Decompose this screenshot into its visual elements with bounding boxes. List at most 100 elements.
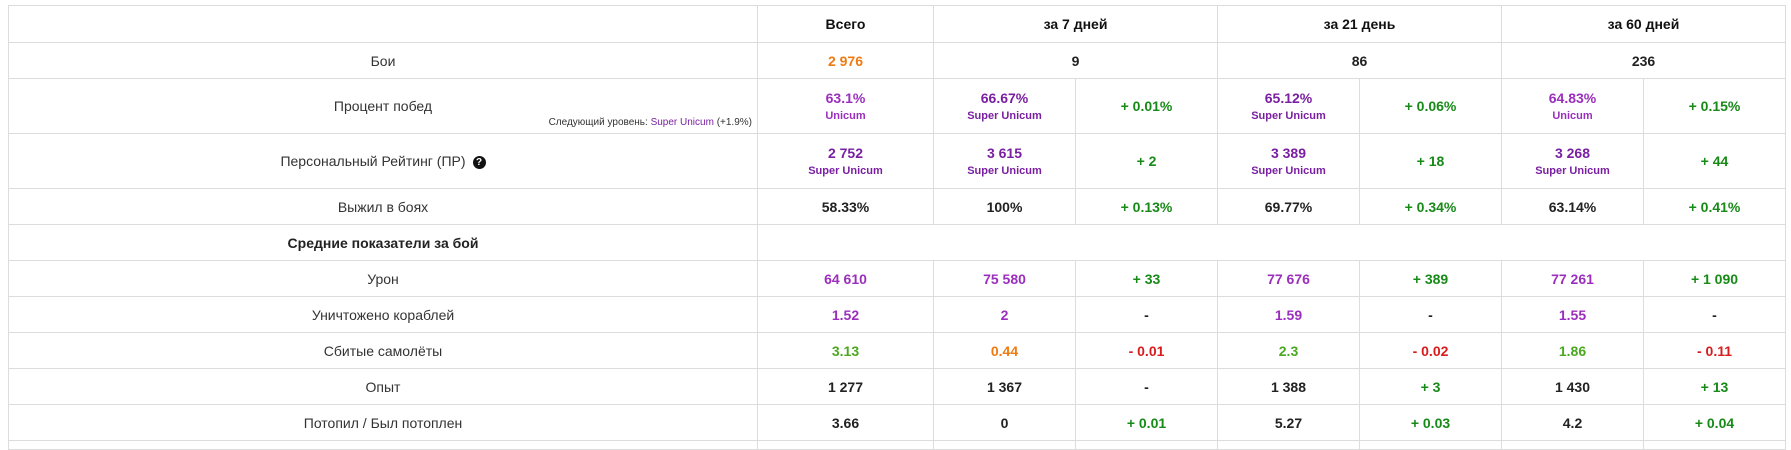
partial-cell bbox=[933, 440, 1076, 450]
pr-60d-delta: + 44 bbox=[1643, 133, 1786, 189]
damage-60d: 77 261 bbox=[1501, 260, 1644, 297]
winrate-21d-rank: Super Unicum bbox=[1251, 110, 1326, 122]
next-level-name[interactable]: Super Unicum bbox=[650, 117, 714, 128]
kills-7d-delta: - bbox=[1075, 296, 1218, 333]
xp-7d-delta: - bbox=[1075, 368, 1218, 405]
winrate-21d: 65.12% Super Unicum bbox=[1217, 78, 1360, 134]
kd-total: 3.66 bbox=[757, 404, 934, 441]
section-empty bbox=[757, 224, 1786, 261]
planes-21d-delta: - 0.02 bbox=[1359, 332, 1502, 369]
winrate-60d-rank: Unicum bbox=[1552, 110, 1593, 122]
partial-cell bbox=[1359, 440, 1502, 450]
pr-21d-rank: Super Unicum bbox=[1251, 165, 1326, 177]
damage-21d: 77 676 bbox=[1217, 260, 1360, 297]
winrate-total-value: 63.1% bbox=[825, 90, 866, 106]
pr-7d-value: 3 615 bbox=[986, 145, 1023, 161]
winrate-60d: 64.83% Unicum bbox=[1501, 78, 1644, 134]
planes-7d: 0.44 bbox=[933, 332, 1076, 369]
partial-cell bbox=[8, 440, 758, 450]
partial-cell bbox=[1217, 440, 1360, 450]
damage-total: 64 610 bbox=[757, 260, 934, 297]
partial-cell bbox=[757, 440, 934, 450]
kd-60d-delta: + 0.04 bbox=[1643, 404, 1786, 441]
pr-7d-rank: Super Unicum bbox=[967, 165, 1042, 177]
planes-7d-delta: - 0.01 bbox=[1075, 332, 1218, 369]
xp-21d: 1 388 bbox=[1217, 368, 1360, 405]
row-kills: Уничтожено кораблей 1.52 2 - 1.59 - 1.55… bbox=[8, 296, 1786, 333]
damage-label: Урон bbox=[8, 260, 758, 297]
kd-7d-delta: + 0.01 bbox=[1075, 404, 1218, 441]
xp-total: 1 277 bbox=[757, 368, 934, 405]
planes-21d: 2.3 bbox=[1217, 332, 1360, 369]
section-heading: Средние показатели за бой bbox=[8, 224, 758, 261]
survived-60d-delta: + 0.41% bbox=[1643, 188, 1786, 225]
winrate-total-rank: Unicum bbox=[825, 110, 866, 122]
kd-21d-delta: + 0.03 bbox=[1359, 404, 1502, 441]
pr-60d-value: 3 268 bbox=[1554, 145, 1591, 161]
next-level-hint: Следующий уровень: Super Unicum (+1.9%) bbox=[549, 117, 752, 128]
kd-7d: 0 bbox=[933, 404, 1076, 441]
survived-7d-delta: + 0.13% bbox=[1075, 188, 1218, 225]
row-pr: Персональный Рейтинг (ПР)? 2 752 Super U… bbox=[8, 133, 1786, 189]
row-kd: Потопил / Был потоплен 3.66 0 + 0.01 5.2… bbox=[8, 404, 1786, 441]
damage-21d-delta: + 389 bbox=[1359, 260, 1502, 297]
survived-60d: 63.14% bbox=[1501, 188, 1644, 225]
winrate-60d-delta: + 0.15% bbox=[1643, 78, 1786, 134]
winrate-21d-delta: + 0.06% bbox=[1359, 78, 1502, 134]
header-total: Всего bbox=[757, 5, 934, 43]
partial-cell bbox=[1075, 440, 1218, 450]
planes-label: Сбитые самолёты bbox=[8, 332, 758, 369]
header-row: Всего за 7 дней за 21 день за 60 дней bbox=[8, 5, 1786, 43]
pr-21d-value: 3 389 bbox=[1270, 145, 1307, 161]
planes-60d-delta: - 0.11 bbox=[1643, 332, 1786, 369]
kills-7d: 2 bbox=[933, 296, 1076, 333]
row-xp: Опыт 1 277 1 367 - 1 388 + 3 1 430 + 13 bbox=[8, 368, 1786, 405]
pr-21d-delta: + 18 bbox=[1359, 133, 1502, 189]
header-empty bbox=[8, 5, 758, 43]
pr-total: 2 752 Super Unicum bbox=[757, 133, 934, 189]
pr-label: Персональный Рейтинг (ПР) bbox=[280, 153, 466, 169]
battles-21d: 86 bbox=[1217, 42, 1502, 79]
partial-cell bbox=[1643, 440, 1786, 450]
winrate-label: Процент побед bbox=[333, 98, 433, 114]
pr-60d-rank: Super Unicum bbox=[1535, 165, 1610, 177]
damage-60d-delta: + 1 090 bbox=[1643, 260, 1786, 297]
kd-21d: 5.27 bbox=[1217, 404, 1360, 441]
next-level-delta: (+1.9%) bbox=[716, 117, 752, 128]
help-icon[interactable]: ? bbox=[472, 156, 486, 169]
kills-60d: 1.55 bbox=[1501, 296, 1644, 333]
pr-total-rank: Super Unicum bbox=[808, 165, 883, 177]
stats-table: Всего за 7 дней за 21 день за 60 дней Бо… bbox=[8, 5, 1786, 450]
planes-total: 3.13 bbox=[757, 332, 934, 369]
xp-7d: 1 367 bbox=[933, 368, 1076, 405]
xp-60d: 1 430 bbox=[1501, 368, 1644, 405]
battles-total: 2 976 bbox=[757, 42, 934, 79]
winrate-label-cell: Процент побед Следующий уровень: Super U… bbox=[8, 78, 758, 134]
partial-cell bbox=[1501, 440, 1644, 450]
winrate-7d-value: 66.67% bbox=[980, 90, 1029, 106]
battles-label: Бои bbox=[8, 42, 758, 79]
kills-21d-delta: - bbox=[1359, 296, 1502, 333]
pr-label-cell: Персональный Рейтинг (ПР)? bbox=[8, 133, 758, 189]
row-next-partial bbox=[8, 440, 1786, 450]
battles-60d: 236 bbox=[1501, 42, 1786, 79]
kd-label: Потопил / Был потоплен bbox=[8, 404, 758, 441]
winrate-7d-delta: + 0.01% bbox=[1075, 78, 1218, 134]
xp-21d-delta: + 3 bbox=[1359, 368, 1502, 405]
battles-7d: 9 bbox=[933, 42, 1218, 79]
pr-7d-delta: + 2 bbox=[1075, 133, 1218, 189]
winrate-21d-value: 65.12% bbox=[1264, 90, 1313, 106]
damage-7d-delta: + 33 bbox=[1075, 260, 1218, 297]
damage-7d: 75 580 bbox=[933, 260, 1076, 297]
survived-7d: 100% bbox=[933, 188, 1076, 225]
header-7-days: за 7 дней bbox=[933, 5, 1218, 43]
survived-21d-delta: + 0.34% bbox=[1359, 188, 1502, 225]
survived-total: 58.33% bbox=[757, 188, 934, 225]
planes-60d: 1.86 bbox=[1501, 332, 1644, 369]
winrate-7d-rank: Super Unicum bbox=[967, 110, 1042, 122]
next-level-prefix: Следующий уровень: bbox=[548, 117, 648, 128]
xp-label: Опыт bbox=[8, 368, 758, 405]
survived-label: Выжил в боях bbox=[8, 188, 758, 225]
kd-60d: 4.2 bbox=[1501, 404, 1644, 441]
row-winrate: Процент побед Следующий уровень: Super U… bbox=[8, 78, 1786, 134]
